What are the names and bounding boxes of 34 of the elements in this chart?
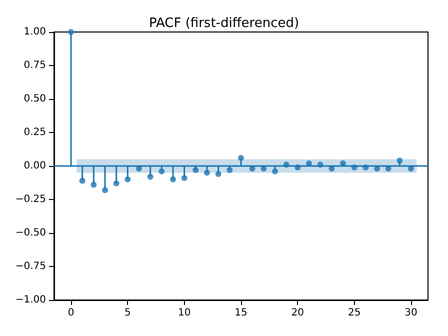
point [170,176,176,182]
x-tick-label: 10 [178,308,191,318]
y-tick-label: 0.50 [24,94,46,104]
y-tick-label: −0.25 [15,194,46,205]
point [113,180,120,186]
point [272,168,278,174]
y-tick-label: 1.00 [24,26,46,38]
point [68,29,74,35]
point [124,176,131,182]
point [79,178,86,184]
point [90,182,97,188]
y-tick-label: −0.75 [15,261,46,272]
point [147,174,154,180]
point [396,158,403,164]
y-tick-label: 0.00 [24,160,46,172]
point [102,187,108,194]
point [181,175,188,182]
x-tick-label: 0 [68,308,74,318]
x-tick-label: 15 [234,308,248,318]
point [215,171,222,178]
x-tick-label: 20 [291,308,304,318]
x-tick-label: 25 [348,308,361,318]
y-tick-label: 0.25 [24,127,46,138]
x-tick-label: 30 [404,308,418,318]
point [226,167,233,174]
point [158,168,165,174]
point [192,167,199,174]
y-tick-label: −1.00 [15,294,46,306]
y-tick-label: −0.50 [15,228,46,238]
point [204,170,210,176]
x-tick-label: 5 [124,308,131,318]
point [238,154,244,161]
y-tick-label: 0.75 [24,60,46,71]
chart-title: PACF (first-differenced) [148,16,300,31]
